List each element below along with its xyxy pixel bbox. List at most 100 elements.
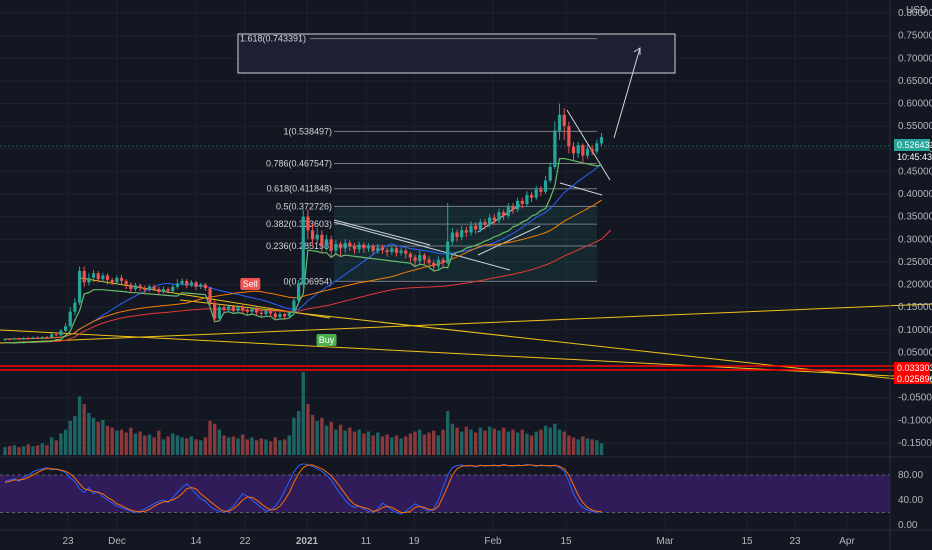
candle-body[interactable] [599, 137, 604, 144]
candle-body[interactable] [562, 114, 566, 127]
candle-body[interactable] [455, 232, 459, 238]
candle-body[interactable] [571, 146, 576, 154]
candle-body[interactable] [175, 283, 180, 287]
candle-body[interactable] [534, 189, 538, 198]
candle-body[interactable] [283, 314, 287, 317]
candle-body[interactable] [460, 230, 464, 238]
candle-body[interactable] [101, 275, 105, 280]
candle-body[interactable] [543, 180, 548, 192]
candle-body[interactable] [595, 143, 599, 152]
candle-body[interactable] [390, 248, 394, 252]
stochastic-panel[interactable]: 80.00 40.00 0.00 [0, 456, 932, 531]
candle-body[interactable] [422, 255, 426, 260]
candle-body[interactable] [329, 239, 333, 251]
candle-body[interactable] [185, 280, 189, 286]
candle-body[interactable] [557, 114, 562, 131]
channel-line-bottom[interactable] [477, 225, 541, 256]
candle-body[interactable] [91, 273, 96, 278]
candle-body[interactable] [119, 277, 124, 281]
candle-body[interactable] [464, 230, 468, 233]
candle-body[interactable] [133, 285, 138, 290]
candle-body[interactable] [12, 338, 16, 340]
candle-body[interactable] [520, 200, 524, 205]
wedge-line-bottom[interactable] [333, 221, 511, 271]
candle-body[interactable] [366, 246, 371, 249]
candle-body[interactable] [236, 307, 240, 311]
flag-line-top[interactable] [566, 109, 611, 181]
candle-body[interactable] [427, 259, 431, 263]
candle-body[interactable] [539, 189, 543, 192]
candle-body[interactable] [324, 239, 329, 247]
candle-body[interactable] [497, 212, 501, 221]
candle-body[interactable] [380, 247, 385, 251]
candle-body[interactable] [217, 307, 221, 319]
sell-signal[interactable] [240, 278, 261, 290]
candle-body[interactable] [553, 130, 557, 167]
candle-body[interactable] [255, 308, 259, 313]
candle-body[interactable] [110, 280, 114, 283]
candle-body[interactable] [446, 241, 450, 263]
candle-body[interactable] [492, 217, 496, 221]
candle-body[interactable] [296, 284, 301, 301]
candle-body[interactable] [525, 194, 529, 205]
candle-body[interactable] [529, 194, 534, 198]
candle-body[interactable] [105, 275, 110, 281]
candle-body[interactable] [3, 338, 7, 340]
candle-body[interactable] [362, 244, 366, 249]
candle-body[interactable] [189, 282, 193, 286]
buy-signal[interactable] [316, 334, 337, 346]
candle-body[interactable] [576, 145, 580, 154]
candle-body[interactable] [292, 300, 296, 313]
candle-body[interactable] [96, 273, 100, 280]
candle-body[interactable] [31, 337, 35, 339]
candle-body[interactable] [502, 212, 506, 216]
candle-body[interactable] [394, 248, 399, 253]
candle-body[interactable] [436, 259, 440, 267]
candle-body[interactable] [199, 284, 203, 287]
trendline-long[interactable] [179, 299, 932, 384]
candle-body[interactable] [567, 126, 571, 147]
candle-body[interactable] [73, 302, 77, 312]
candle-body[interactable] [343, 242, 347, 249]
candle-body[interactable] [222, 307, 226, 310]
target-zone-box[interactable] [237, 33, 676, 74]
candle-body[interactable] [241, 307, 245, 311]
candle-body[interactable] [26, 337, 30, 339]
candle-body[interactable] [157, 289, 161, 292]
candle-body[interactable] [124, 280, 128, 285]
candle-body[interactable] [478, 222, 482, 230]
wedge-line-top[interactable] [333, 219, 431, 246]
candle-body[interactable] [418, 255, 422, 262]
candle-body[interactable] [54, 334, 58, 336]
candle-body[interactable] [194, 282, 198, 287]
candle-body[interactable] [138, 285, 142, 289]
candle-body[interactable] [213, 302, 217, 319]
candle-body[interactable] [203, 284, 207, 289]
candle-body[interactable] [231, 306, 235, 311]
candle-body[interactable] [488, 217, 492, 225]
candle-body[interactable] [399, 250, 403, 253]
candle-body[interactable] [474, 225, 478, 230]
candle-body[interactable] [320, 234, 324, 247]
candle-body[interactable] [87, 277, 91, 283]
candle-body[interactable] [548, 166, 552, 181]
candle-body[interactable] [250, 308, 254, 312]
candle-body[interactable] [413, 257, 417, 262]
candle-body[interactable] [152, 286, 156, 290]
candle-body[interactable] [245, 310, 249, 312]
candle-body[interactable] [147, 286, 152, 291]
candle-body[interactable] [371, 246, 375, 252]
candle-body[interactable] [469, 225, 473, 233]
candle-body[interactable] [40, 337, 44, 339]
candle-body[interactable] [338, 243, 343, 249]
candle-body[interactable] [585, 148, 590, 156]
candle-body[interactable] [404, 250, 408, 254]
candle-body[interactable] [269, 310, 273, 314]
candle-body[interactable] [171, 286, 175, 291]
candle-body[interactable] [348, 242, 352, 247]
candle-body[interactable] [352, 246, 357, 250]
candle-body[interactable] [8, 338, 12, 340]
candle-body[interactable] [22, 337, 26, 339]
candle-body[interactable] [301, 216, 305, 285]
